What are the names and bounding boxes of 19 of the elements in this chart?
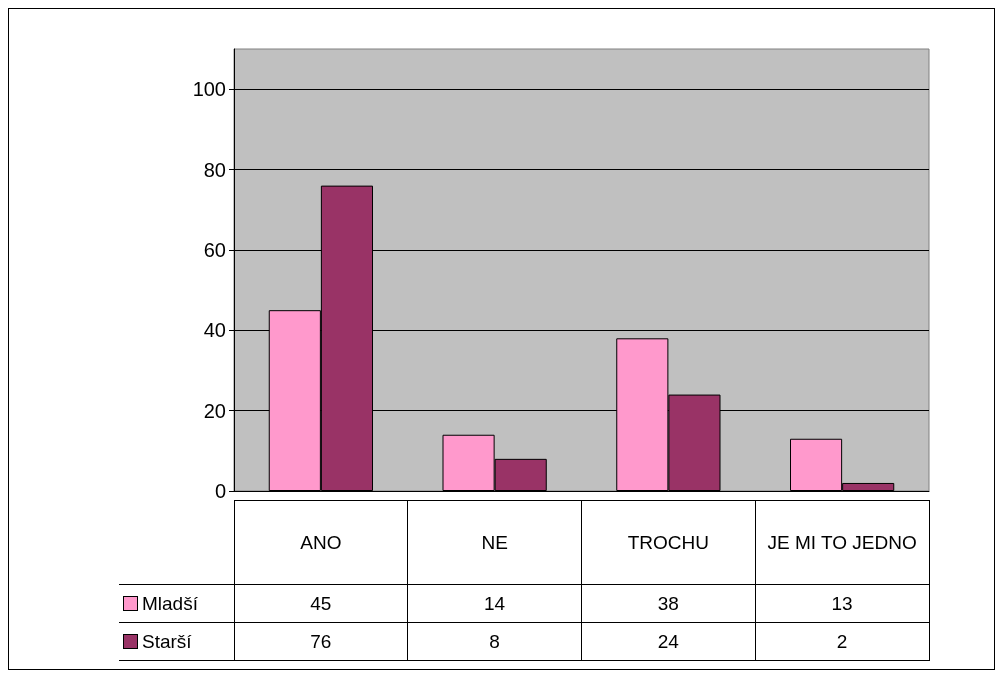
- x-tick-label: NE: [407, 500, 582, 585]
- y-tick-label: 40: [203, 319, 226, 342]
- data-label: 24: [581, 622, 756, 661]
- data-label: 13: [755, 584, 929, 623]
- data-label: 76: [234, 622, 408, 661]
- x-tick-label: TROCHU: [581, 500, 756, 585]
- data-label: 14: [407, 584, 582, 623]
- data-label: 38: [581, 584, 756, 623]
- data-label: 8: [407, 622, 582, 661]
- x-tick-label: JE MI TO JEDNO: [755, 500, 929, 585]
- y-tick-label: 80: [203, 158, 226, 181]
- x-tick-label: ANO: [234, 500, 408, 585]
- y-tick-label: 100: [192, 78, 226, 101]
- data-label: 2: [755, 622, 929, 661]
- y-tick-label: 60: [203, 238, 226, 261]
- data-label: 45: [234, 584, 408, 623]
- legend-label: Mladší: [142, 592, 198, 614]
- y-tick-label: 0: [214, 480, 226, 502]
- y-tick-label: 20: [203, 399, 226, 422]
